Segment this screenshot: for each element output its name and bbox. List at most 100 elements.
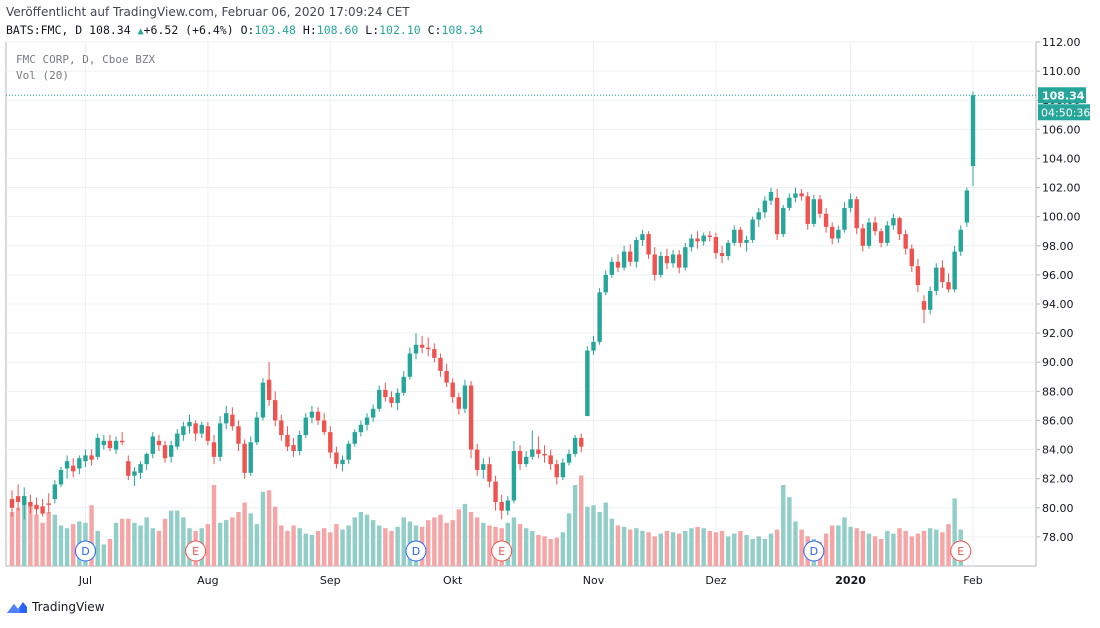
candle bbox=[230, 407, 235, 431]
candle bbox=[34, 497, 39, 516]
volume-bar bbox=[432, 517, 437, 566]
volume-bar bbox=[211, 485, 217, 566]
candle-body bbox=[468, 385, 474, 450]
volume-bar bbox=[597, 512, 602, 566]
candle-body bbox=[383, 389, 388, 398]
close-value: 108.34 bbox=[441, 23, 484, 37]
candle-body bbox=[732, 229, 737, 243]
candle-body bbox=[150, 436, 155, 454]
volume-bar bbox=[634, 528, 639, 566]
candle bbox=[921, 295, 927, 323]
candle-body bbox=[566, 453, 572, 463]
candle bbox=[22, 487, 27, 520]
candle bbox=[236, 420, 241, 452]
candle-body bbox=[762, 200, 768, 213]
candle-body bbox=[254, 417, 260, 443]
volume-bar bbox=[628, 529, 633, 566]
y-tick-label: 100.00 bbox=[1042, 211, 1081, 224]
candle-body bbox=[113, 440, 119, 450]
candle bbox=[738, 226, 743, 248]
footer-brand[interactable]: TradingView bbox=[6, 600, 105, 614]
candle bbox=[713, 232, 719, 259]
last-price-badge-label: 108.34 bbox=[1042, 89, 1085, 102]
y-tick-label: 110.00 bbox=[1042, 65, 1081, 78]
candle-body bbox=[664, 255, 670, 264]
candle-body bbox=[126, 461, 131, 476]
candle bbox=[71, 458, 76, 478]
volume-bar bbox=[866, 533, 872, 566]
candle bbox=[854, 196, 859, 235]
candle bbox=[481, 458, 486, 479]
volume-bar bbox=[787, 497, 792, 566]
candle-body bbox=[217, 423, 223, 457]
volume-bar bbox=[89, 505, 94, 566]
candle bbox=[970, 91, 976, 187]
candle-body bbox=[634, 239, 639, 262]
candle bbox=[695, 231, 700, 249]
volume-bar bbox=[768, 533, 774, 566]
candle bbox=[273, 391, 278, 427]
volume-bar bbox=[444, 522, 449, 566]
candle bbox=[303, 413, 309, 438]
countdown-badge bbox=[1038, 104, 1090, 121]
candle-body bbox=[236, 426, 241, 444]
candle bbox=[646, 231, 651, 259]
candle bbox=[940, 260, 945, 288]
candle bbox=[181, 421, 186, 441]
event-marker-label: E bbox=[498, 545, 505, 558]
candle bbox=[493, 475, 498, 511]
candle-body bbox=[940, 267, 945, 283]
dividend-marker-icon bbox=[803, 540, 825, 562]
volume-bar bbox=[523, 528, 529, 566]
candle-body bbox=[652, 254, 657, 275]
candle-body bbox=[934, 267, 939, 291]
volume-bar bbox=[560, 532, 566, 566]
candle-body bbox=[915, 266, 921, 286]
candle bbox=[444, 363, 449, 387]
series-legend[interactable]: FMC CORP, D, Cboe BZX bbox=[16, 53, 156, 66]
volume-bar bbox=[168, 510, 174, 566]
candle bbox=[591, 336, 596, 355]
candle bbox=[138, 461, 143, 479]
candle-body bbox=[505, 500, 511, 511]
candle-body bbox=[395, 392, 400, 403]
candle-body bbox=[138, 464, 143, 473]
volume-bar bbox=[279, 525, 284, 566]
volume-bar bbox=[303, 533, 309, 566]
event-marker-label: D bbox=[810, 545, 818, 558]
candle bbox=[15, 484, 21, 511]
candle bbox=[58, 467, 64, 488]
volume-bar bbox=[175, 510, 180, 566]
volume-bar bbox=[126, 518, 131, 566]
volume-bar bbox=[683, 530, 688, 566]
candle-body bbox=[676, 254, 682, 268]
candle bbox=[793, 187, 798, 203]
candle bbox=[364, 413, 370, 431]
candle-body bbox=[946, 282, 951, 290]
candle-body bbox=[799, 193, 804, 197]
volume-bar bbox=[664, 530, 670, 566]
candle bbox=[836, 225, 841, 243]
y-tick-label: 88.00 bbox=[1042, 385, 1074, 398]
low-label: L: bbox=[365, 23, 380, 37]
candle bbox=[40, 499, 45, 517]
candle-body bbox=[542, 453, 547, 456]
candle bbox=[199, 421, 204, 438]
candle-body bbox=[224, 413, 229, 424]
candle-body bbox=[9, 499, 15, 508]
price-chart[interactable]: 78.00 80.00 82.00 84.00 86.00 88.00 90.00 92.00… bbox=[0, 0, 1100, 600]
candle bbox=[744, 235, 749, 252]
x-tick-label: Nov bbox=[583, 574, 605, 587]
volume-legend[interactable]: Vol (20) bbox=[16, 69, 69, 82]
earnings-marker-icon bbox=[185, 540, 207, 562]
candle-body bbox=[548, 455, 553, 465]
volume-bar bbox=[646, 532, 651, 566]
candle bbox=[89, 449, 94, 466]
candle bbox=[187, 414, 192, 434]
volume-bar bbox=[248, 513, 253, 566]
candle bbox=[260, 378, 266, 421]
open-value: 103.48 bbox=[254, 23, 296, 37]
candle bbox=[634, 237, 639, 268]
candle-body bbox=[315, 411, 321, 421]
candle bbox=[774, 189, 780, 240]
